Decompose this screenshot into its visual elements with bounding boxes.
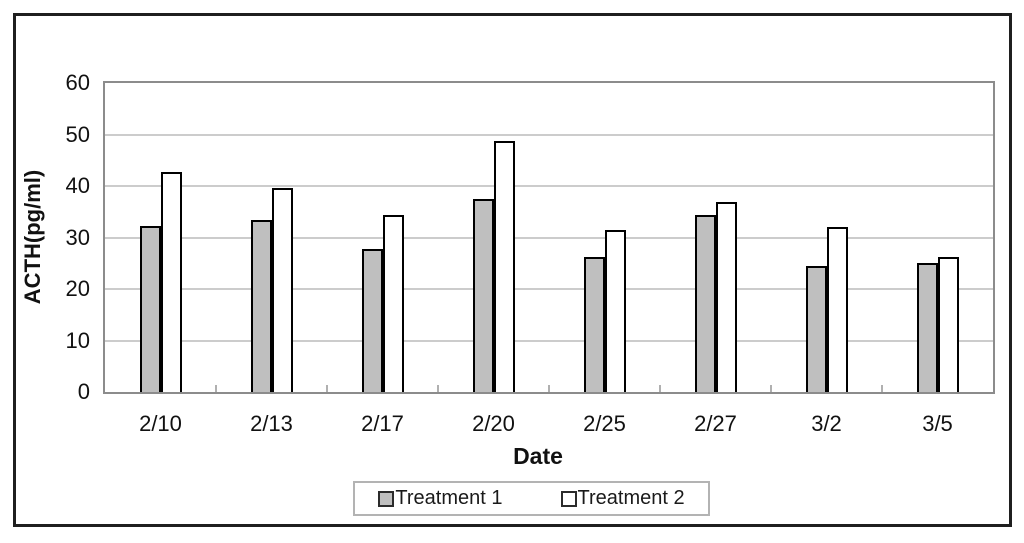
bar-treatment-1-2-25 xyxy=(583,257,605,392)
plot-area xyxy=(103,81,995,394)
x-axis-title: Date xyxy=(513,443,563,469)
x-axis-tick xyxy=(881,385,883,392)
gridline xyxy=(105,133,993,136)
x-axis-tick xyxy=(326,385,328,392)
bar-treatment-2-2-25 xyxy=(604,230,626,392)
legend-item-treatment-2: Treatment 2 xyxy=(560,487,685,510)
bar-treatment-2-3-2 xyxy=(826,227,848,392)
bar-treatment-1-2-20 xyxy=(472,199,494,392)
bar-treatment-2-2-10 xyxy=(160,172,182,392)
bar-treatment-1-3-2 xyxy=(805,266,827,392)
gridline xyxy=(105,236,993,239)
x-tick-label: 3/5 xyxy=(922,411,953,436)
legend: Treatment 1 Treatment 2 xyxy=(353,481,710,516)
bar-treatment-2-3-5 xyxy=(937,257,959,392)
bar-treatment-2-2-17 xyxy=(382,215,404,392)
legend-item-treatment-1: Treatment 1 xyxy=(378,487,503,510)
bar-treatment-1-2-17 xyxy=(361,249,383,392)
y-tick-label: 10 xyxy=(65,327,90,353)
bar-treatment-1-3-5 xyxy=(916,263,938,392)
y-tick-label: 40 xyxy=(65,173,90,198)
y-tick-label: 30 xyxy=(65,224,90,250)
x-tick-label: 2/20 xyxy=(472,411,515,436)
treatment-1-marker-icon xyxy=(378,490,395,507)
x-tick-label: 2/25 xyxy=(583,411,626,436)
legend-label-treatment-2: Treatment 2 xyxy=(577,487,685,509)
bar-treatment-1-2-10 xyxy=(139,226,161,392)
y-tick-label: 20 xyxy=(65,276,90,301)
x-axis-tick xyxy=(437,385,439,392)
bar-treatment-1-2-13 xyxy=(250,220,272,392)
treatment-2-marker-icon xyxy=(560,490,577,507)
x-axis-tick xyxy=(770,385,772,392)
x-tick-label: 3/2 xyxy=(811,411,842,436)
bar-treatment-2-2-20 xyxy=(493,141,515,392)
y-tick-label: 50 xyxy=(65,121,90,147)
bar-treatment-2-2-13 xyxy=(271,188,293,392)
x-axis-tick xyxy=(548,385,550,392)
gridline xyxy=(105,288,993,290)
legend-label-treatment-1: Treatment 1 xyxy=(395,487,503,509)
gridline xyxy=(105,339,993,342)
x-tick-label: 2/13 xyxy=(250,411,293,436)
x-tick-label: 2/17 xyxy=(361,411,404,436)
x-tick-label: 2/27 xyxy=(694,411,737,436)
bar-treatment-2-2-27 xyxy=(715,202,737,392)
x-tick-label: 2/10 xyxy=(139,411,182,436)
y-tick-label: 0 xyxy=(77,379,90,404)
bar-treatment-1-2-27 xyxy=(694,215,716,392)
x-axis-tick xyxy=(215,385,217,392)
y-tick-label: 60 xyxy=(65,70,90,95)
gridline xyxy=(105,185,993,187)
x-axis-tick xyxy=(659,385,661,392)
